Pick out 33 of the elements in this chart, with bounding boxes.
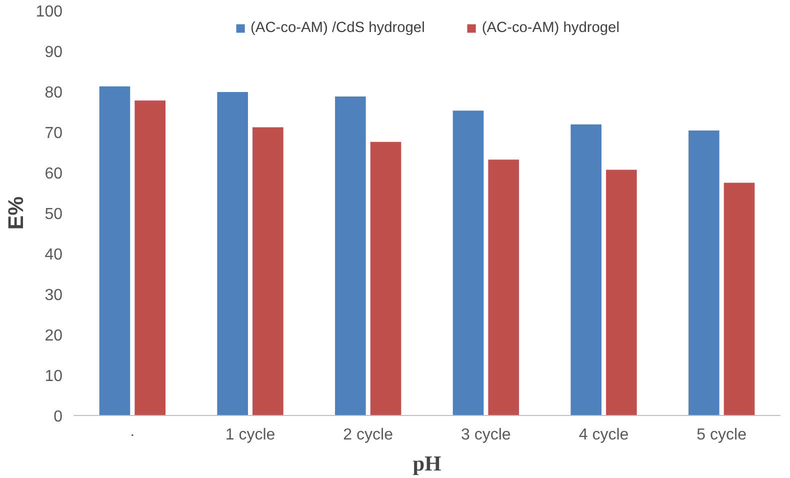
bar [216, 91, 249, 416]
legend-label: (AC-co-AM) hydrogel [482, 20, 620, 36]
legend-label: (AC-co-AM) /CdS hydrogel [250, 20, 425, 36]
bar [452, 110, 485, 416]
x-tick-label: 3 cycle [461, 426, 511, 444]
y-tick-label: 20 [44, 328, 63, 344]
bar [722, 182, 756, 416]
y-tick-label: 90 [44, 44, 63, 61]
bar [134, 100, 166, 416]
bar [369, 140, 402, 416]
bar [252, 126, 284, 416]
y-tick-label: 30 [44, 287, 63, 304]
y-tick-label: 40 [44, 246, 63, 264]
y-tick-label: 80 [44, 84, 63, 102]
y-tick-label: 0 [54, 408, 63, 426]
x-tick-label: 5 cycle [696, 426, 747, 444]
y-tick-label: 70 [44, 125, 63, 142]
y-tick-label: 60 [44, 166, 63, 182]
bar [570, 123, 602, 416]
bar [688, 129, 720, 416]
y-tick-label: 100 [36, 4, 63, 20]
bar [605, 168, 638, 416]
y-axis-title: E% [4, 196, 28, 230]
x-tick-label: 1 cycle [225, 426, 276, 444]
bar [334, 95, 367, 416]
x-axis-title: pH [412, 452, 442, 476]
bar [487, 158, 520, 416]
x-tick-label: 4 cycle [578, 426, 629, 444]
bar [98, 85, 132, 416]
y-tick-label: 50 [44, 206, 63, 223]
x-tick-label: 2 cycle [343, 426, 394, 444]
x-tick-label: · [130, 426, 136, 444]
y-tick-label: 10 [44, 368, 63, 385]
